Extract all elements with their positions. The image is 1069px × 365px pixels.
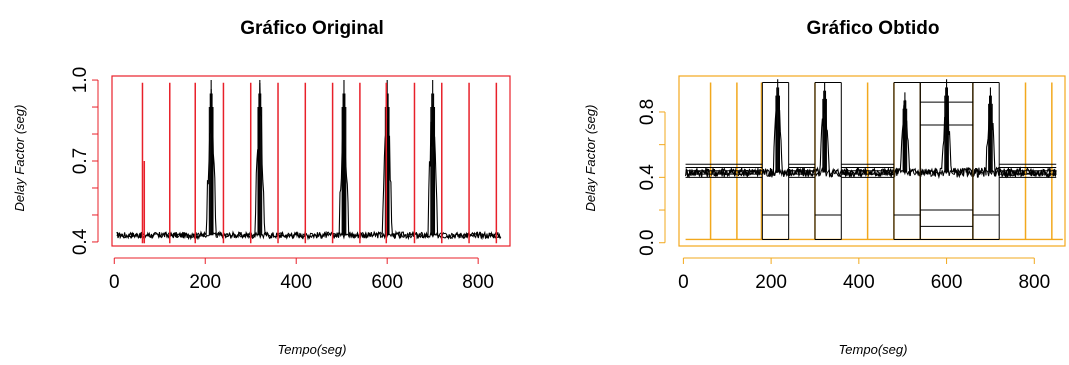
x-tick-label: 0 — [678, 272, 689, 293]
y-tick-label: 0.7 — [70, 148, 91, 174]
series-1 — [685, 82, 1063, 241]
y-axis: 0.4 0.7 1.0 — [70, 67, 99, 255]
y-axis-label: Delay Factor (seg) — [12, 105, 27, 212]
chart-original: Gráfico Original Delay Factor (seg) Temp… — [12, 18, 511, 357]
y-tick-label: 1.0 — [70, 67, 91, 93]
chart-panel-original: Gráfico Original Delay Factor (seg) Temp… — [0, 0, 534, 365]
x-tick-label: 400 — [843, 272, 875, 293]
x-axis-label: Tempo(seg) — [839, 342, 908, 357]
series-0 — [685, 79, 1057, 180]
x-tick-label: 0 — [109, 272, 120, 293]
x-tick-label: 600 — [371, 272, 403, 293]
y-tick-label: 0.4 — [637, 164, 658, 191]
y-tick-label: 0.0 — [637, 230, 658, 256]
x-tick-label: 600 — [931, 272, 963, 293]
chart-obtido: Gráfico Obtido Delay Factor (seg) Tempo(… — [583, 18, 1066, 357]
x-axis: 0 200 400 600 800 — [678, 257, 1050, 293]
y-tick-label: 0.8 — [637, 99, 658, 125]
series-1 — [141, 82, 498, 244]
series-2 — [685, 82, 1057, 240]
x-tick-label: 200 — [189, 272, 221, 293]
x-tick-label: 400 — [280, 272, 312, 293]
plot-box — [678, 75, 1066, 247]
series-0 — [116, 80, 502, 241]
x-axis: 0 200 400 600 800 — [109, 257, 494, 293]
y-tick-label: 0.4 — [70, 228, 91, 255]
x-axis-label: Tempo(seg) — [278, 342, 347, 357]
chart-title: Gráfico Obtido — [807, 18, 940, 39]
x-tick-label: 200 — [755, 272, 787, 293]
y-axis-label: Delay Factor (seg) — [583, 105, 598, 212]
x-tick-label: 800 — [1018, 272, 1050, 293]
chart-panel-obtido: Gráfico Obtido Delay Factor (seg) Tempo(… — [535, 0, 1069, 365]
y-axis: 0.0 0.4 0.8 — [637, 99, 666, 256]
x-tick-label: 800 — [462, 272, 494, 293]
plot-box — [111, 75, 511, 247]
chart-title: Gráfico Original — [240, 18, 384, 39]
series-line — [116, 82, 502, 241]
series-line — [116, 230, 502, 240]
